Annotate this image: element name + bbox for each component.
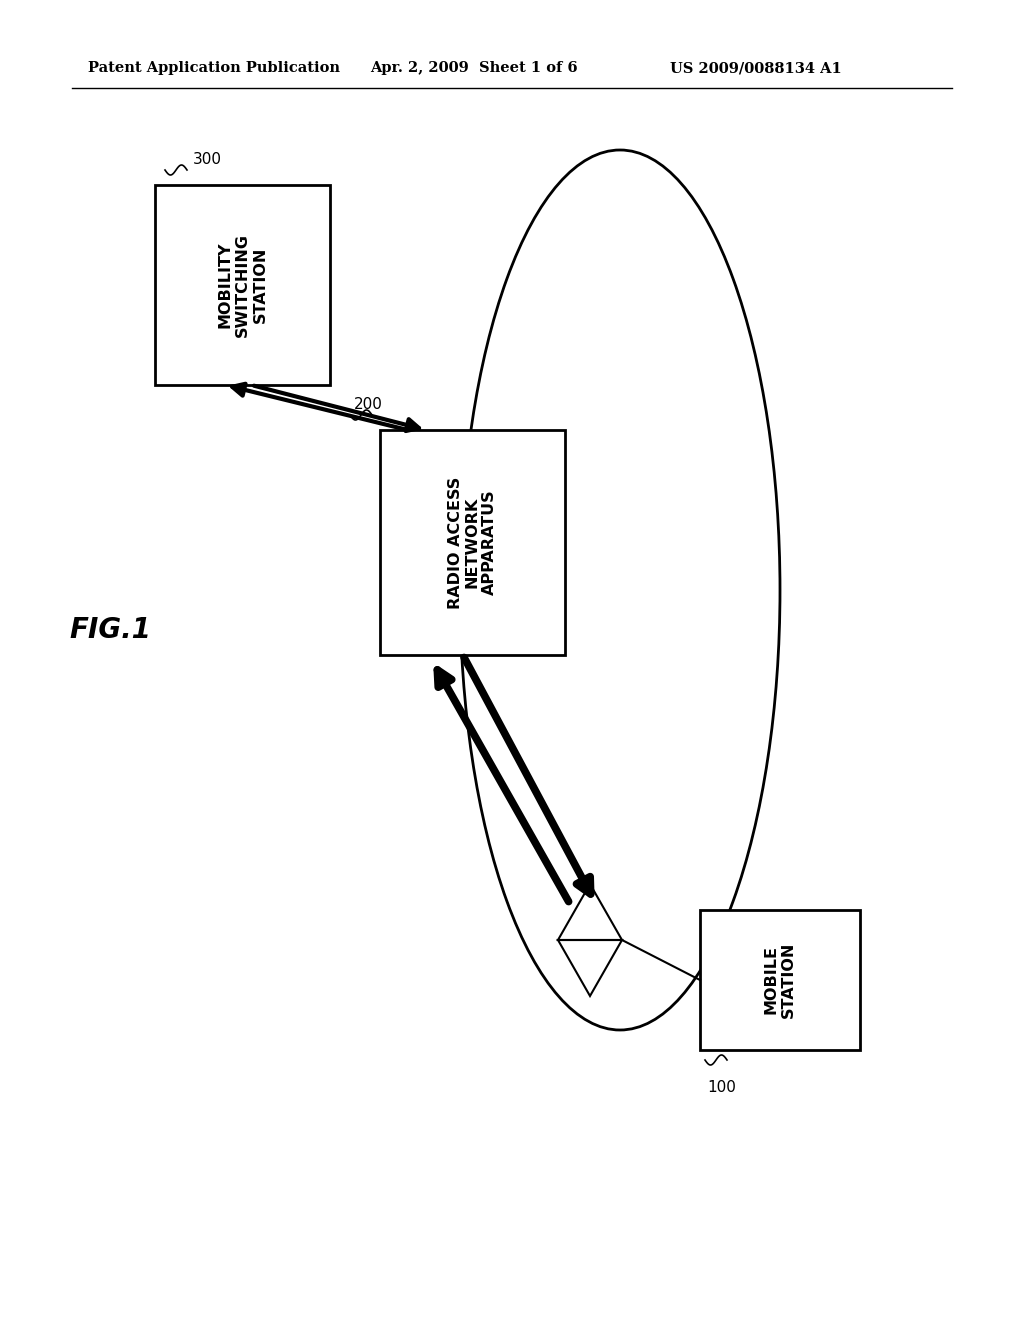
Text: MOBILITY
SWITCHING
STATION: MOBILITY SWITCHING STATION [217,234,267,337]
Text: 300: 300 [193,152,222,168]
FancyBboxPatch shape [380,430,565,655]
FancyBboxPatch shape [155,185,330,385]
Text: US 2009/0088134 A1: US 2009/0088134 A1 [670,61,842,75]
Text: RADIO ACCESS
NETWORK
APPARATUS: RADIO ACCESS NETWORK APPARATUS [447,477,498,609]
Text: Patent Application Publication: Patent Application Publication [88,61,340,75]
Text: FIG.1: FIG.1 [69,616,151,644]
Text: Apr. 2, 2009  Sheet 1 of 6: Apr. 2, 2009 Sheet 1 of 6 [370,61,578,75]
Text: 200: 200 [354,397,383,412]
FancyBboxPatch shape [700,909,860,1049]
Text: MOBILE
STATION: MOBILE STATION [764,941,797,1018]
Text: 100: 100 [707,1080,736,1096]
